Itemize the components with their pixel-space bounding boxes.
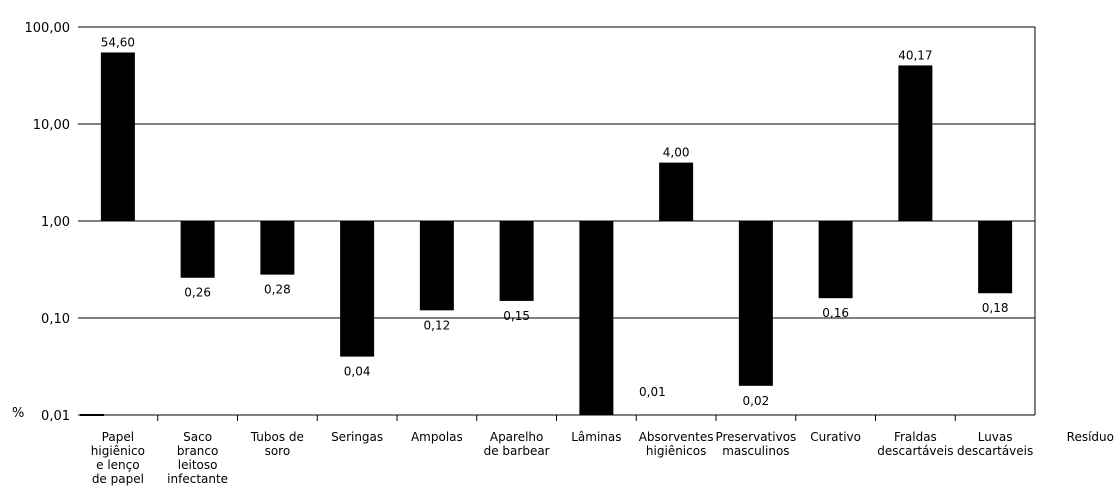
y-tick-label: 100,00 (25, 21, 71, 36)
category-label: Tubos de soro (250, 430, 304, 458)
x-axis (78, 414, 1035, 421)
category-label: Preservativos masculinos (715, 430, 796, 458)
category-label: Absorventes higiênicos (639, 430, 714, 458)
bar (579, 221, 614, 415)
category-labels: Papel higiênico e lenço de papel Saco branco l… (91, 430, 1033, 486)
bar (738, 221, 773, 386)
y-tick-label: 10,00 (33, 118, 70, 133)
bar (898, 65, 933, 221)
category-label: Lâminas (571, 430, 621, 444)
bar (419, 221, 454, 311)
gridlines (78, 26, 1036, 415)
y-axis-label: % (12, 406, 24, 421)
data-label: 0,15 (503, 309, 530, 323)
bar (340, 221, 375, 357)
category-label: Papel higiênico e lenço de papel (91, 430, 145, 486)
bar (180, 221, 215, 278)
data-label: 0,16 (822, 306, 849, 320)
data-label: 0,26 (184, 286, 211, 300)
y-axis: 100,00 10,00 1,00 0,10 0,01 (25, 21, 71, 424)
y-tick-label: 0,01 (41, 409, 70, 424)
category-label: Aparelho de barbear (484, 430, 550, 458)
category-label: Saco branco leitoso infectante (167, 430, 228, 486)
data-label: 0,02 (743, 394, 770, 408)
data-label: 4,00 (663, 146, 690, 160)
data-labels: 54,60 0,26 0,28 0,04 0,12 0,15 0,01 4,00 0,02 0,1… (101, 35, 1009, 407)
bar (818, 221, 853, 299)
category-label: Fraldas descartáveis (877, 430, 953, 458)
category-label: Ampolas (411, 430, 463, 444)
category-label: Luvas descartáveis (957, 430, 1033, 458)
bars (100, 52, 1013, 415)
category-label: Seringas (331, 430, 383, 444)
bar (499, 221, 534, 301)
bar (659, 162, 694, 221)
y-tick-label: 1,00 (41, 215, 70, 230)
data-label: 0,01 (639, 385, 666, 399)
bar (260, 221, 295, 275)
bar (978, 221, 1013, 294)
data-label: 0,12 (424, 318, 451, 332)
data-label: 0,28 (264, 283, 291, 297)
y-tick-label: 0,10 (41, 312, 70, 327)
data-label: 0,04 (344, 365, 371, 379)
data-label: 0,18 (982, 301, 1009, 315)
data-label: 54,60 (101, 35, 135, 49)
bar (100, 52, 135, 222)
category-label: Curativo (810, 430, 861, 444)
x-axis-label: Resíduo (1067, 430, 1114, 444)
data-label: 40,17 (898, 48, 932, 62)
